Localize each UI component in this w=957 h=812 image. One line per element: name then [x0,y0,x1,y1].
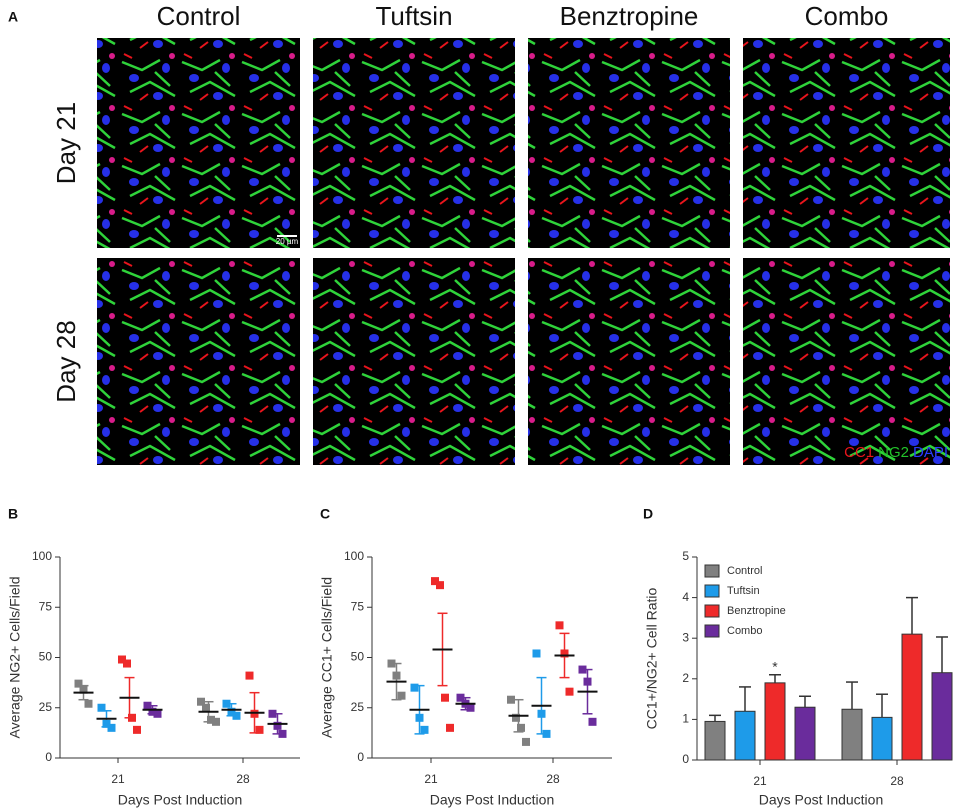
data-point [555,621,564,630]
data-point [522,737,530,746]
y-axis-title: Average NG2+ Cells/Field [7,577,23,739]
y-tick-label: 75 [39,599,53,613]
micrograph [97,38,300,248]
data-point [245,671,254,680]
bar [871,716,893,761]
x-tick-label: 28 [236,772,250,786]
y-tick-label: 25 [351,700,365,714]
data-point [255,725,264,734]
y-axis-title: Average CC1+ Cells/Field [319,577,335,738]
legend-label: Control [727,565,762,577]
micrograph [743,38,950,248]
micrograph [528,258,730,465]
y-tick-label: 25 [39,700,53,714]
micrograph [97,258,300,465]
y-tick-label: 0 [45,750,52,764]
legend-label: Combo [727,625,762,637]
x-tick-label: 21 [111,772,125,786]
y-tick-label: 100 [32,549,52,563]
row-label: Day 28 [51,320,81,402]
data-point [202,703,210,712]
x-axis-title: Days Post Induction [118,792,243,808]
data-point [410,683,419,692]
x-tick-label: 28 [890,774,904,788]
y-tick-label: 4 [682,590,689,604]
data-point [588,717,597,726]
data-point [517,723,525,732]
y-tick-label: 0 [357,750,364,764]
data-point [466,703,475,712]
y-tick-label: 3 [682,630,689,644]
y-tick-label: 0 [682,752,689,766]
x-tick-label: 21 [753,774,767,788]
y-tick-label: 100 [344,549,364,563]
data-point [74,679,83,688]
micrograph [313,258,515,465]
y-tick-label: 5 [682,549,689,563]
legend-swatch [704,564,720,578]
legend-swatch [704,584,720,598]
data-point [118,655,126,664]
panel-label: C [320,506,330,522]
data-point [431,577,439,586]
column-header: Benztropine [560,1,699,31]
bar [734,710,756,761]
x-axis-title: Days Post Induction [759,792,884,808]
bar [704,720,726,761]
data-point [565,687,574,696]
bar [841,708,863,761]
x-tick-label: 28 [546,772,560,786]
stain-legend: CC1 NG2 DAPI [844,444,948,461]
data-point [212,717,220,726]
data-point [107,723,116,732]
legend-swatch [704,624,720,638]
micrograph [743,258,950,465]
y-tick-label: 75 [351,599,365,613]
micrograph [528,38,730,248]
panel-label: D [643,506,653,522]
legend-swatch [704,604,720,618]
row-label: Day 21 [51,102,81,184]
bar [931,672,953,761]
data-point [512,713,520,722]
data-point [97,703,106,712]
legend-label: Benztropine [727,605,786,617]
data-point [84,699,93,708]
data-point [397,691,406,700]
panel-label: B [8,506,18,522]
column-header: Combo [805,1,889,31]
scale-bar-label: 20 µm [276,237,299,246]
y-tick-label: 1 [682,712,689,726]
column-header: Tuftsin [375,1,452,31]
x-tick-label: 21 [424,772,438,786]
data-point [133,725,141,734]
data-point [441,693,449,702]
stain-label: NG2 [878,444,909,461]
data-point [532,649,541,658]
y-tick-label: 50 [351,650,365,664]
bar [794,706,816,761]
data-point [446,723,454,732]
y-axis-title: CC1+/NG2+ Cell Ratio [644,587,660,729]
bar [764,682,786,761]
y-tick-label: 50 [39,650,53,664]
annotation: * [772,658,778,674]
stain-label: DAPI [913,444,948,461]
column-header: Control [157,1,241,31]
legend-label: Tuftsin [727,585,760,597]
data-point [197,697,205,706]
data-point [207,715,215,724]
data-point [436,581,444,590]
y-tick-label: 2 [682,671,689,685]
data-point [507,695,515,704]
panel-label: A [8,9,18,25]
x-axis-title: Days Post Induction [430,792,555,808]
micrograph [313,38,515,248]
data-point [123,659,131,668]
stain-label: CC1 [844,444,874,461]
data-point [420,725,429,734]
bar [901,633,923,761]
